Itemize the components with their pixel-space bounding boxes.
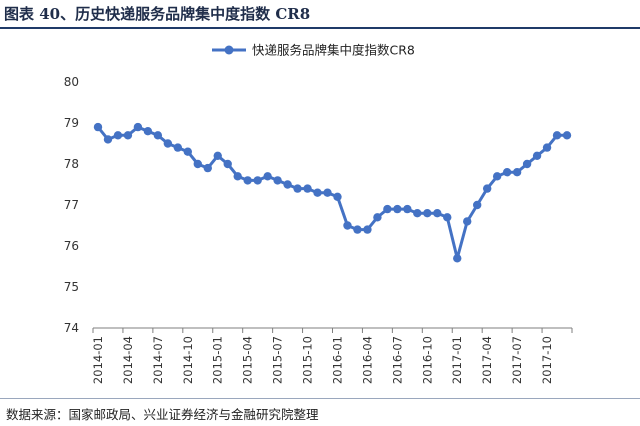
data-point <box>542 143 552 152</box>
data-point <box>163 139 173 148</box>
data-point <box>293 184 302 193</box>
y-axis: 74 75 76 77 78 79 80 <box>64 75 79 335</box>
y-tick-label: 78 <box>64 157 79 171</box>
data-point <box>443 213 452 222</box>
data-point <box>423 209 432 218</box>
data-point <box>273 176 282 185</box>
x-tick-label: 2015-01 <box>211 336 225 384</box>
footer-rule <box>0 398 640 399</box>
y-tick-label: 76 <box>64 239 79 253</box>
data-point <box>562 131 572 140</box>
data-point <box>373 213 382 222</box>
x-tick-label: 2016-01 <box>330 336 344 384</box>
data-point <box>532 151 542 160</box>
data-point <box>123 131 133 140</box>
data-point <box>183 147 192 156</box>
y-tick-label: 77 <box>64 198 79 212</box>
data-point <box>353 225 362 234</box>
x-tick-label: 2016-10 <box>420 336 434 384</box>
data-point <box>343 221 352 230</box>
data-point <box>313 188 322 197</box>
data-point <box>243 176 252 185</box>
x-axis: 2014-01 2014-04 2014-07 2014-10 2015-01 2015-… <box>91 327 573 384</box>
data-point <box>153 131 163 140</box>
data-point <box>463 217 472 226</box>
data-point <box>193 159 202 169</box>
data-point <box>213 151 222 160</box>
data-point <box>323 188 332 197</box>
data-point <box>502 168 512 177</box>
x-tick-label: 2014-04 <box>121 336 135 384</box>
figure-title: 图表 40、历史快递服务品牌集中度指数 CR8 <box>4 5 311 23</box>
x-tick-label: 2014-07 <box>151 336 165 384</box>
x-tick-label: 2016-04 <box>360 336 374 384</box>
x-tick-label: 2015-04 <box>241 336 255 384</box>
x-tick-label: 2017-04 <box>480 336 494 384</box>
data-point <box>303 184 312 193</box>
x-tick-label: 2015-07 <box>271 336 285 384</box>
data-point <box>403 204 412 214</box>
x-tick-label: 2016-07 <box>390 336 404 384</box>
data-point <box>453 254 462 263</box>
data-point <box>143 127 153 136</box>
data-point <box>283 180 292 189</box>
chart-legend: 快递服务品牌集中度指数CR8 <box>212 43 415 58</box>
x-tick-label: 2014-01 <box>91 336 105 384</box>
data-point <box>473 200 482 210</box>
data-point <box>113 131 123 140</box>
y-tick-label: 80 <box>64 75 79 89</box>
data-point <box>512 168 522 177</box>
plot-area <box>93 122 572 263</box>
data-point <box>333 192 342 201</box>
data-point <box>522 159 532 169</box>
data-point <box>383 204 392 214</box>
data-point <box>223 159 232 169</box>
data-point <box>253 176 262 185</box>
title-rule <box>0 27 640 29</box>
source-note: 数据来源：国家邮政局、兴业证券经济与金融研究院整理 <box>6 407 319 422</box>
y-tick-label: 79 <box>64 116 79 130</box>
x-tick-label: 2014-10 <box>181 336 195 384</box>
data-point <box>492 172 502 181</box>
data-point <box>133 122 143 132</box>
data-point <box>552 131 562 140</box>
y-tick-label: 75 <box>64 280 79 294</box>
x-tick-label: 2017-10 <box>540 336 554 384</box>
x-tick-label: 2017-01 <box>450 336 464 384</box>
data-point <box>393 204 402 214</box>
x-tick-label: 2015-10 <box>301 336 315 384</box>
legend-marker <box>224 45 234 55</box>
legend-label: 快递服务品牌集中度指数CR8 <box>252 43 415 58</box>
data-point <box>413 209 422 218</box>
data-point <box>93 122 103 132</box>
x-tick-label: 2017-07 <box>510 336 524 384</box>
y-tick-label: 74 <box>64 321 79 335</box>
data-point <box>103 135 113 144</box>
data-point <box>203 163 212 173</box>
data-point <box>263 172 272 181</box>
data-point <box>233 172 242 181</box>
data-point <box>482 184 492 193</box>
data-point <box>363 225 372 234</box>
data-point <box>433 209 442 218</box>
data-point <box>173 143 183 152</box>
